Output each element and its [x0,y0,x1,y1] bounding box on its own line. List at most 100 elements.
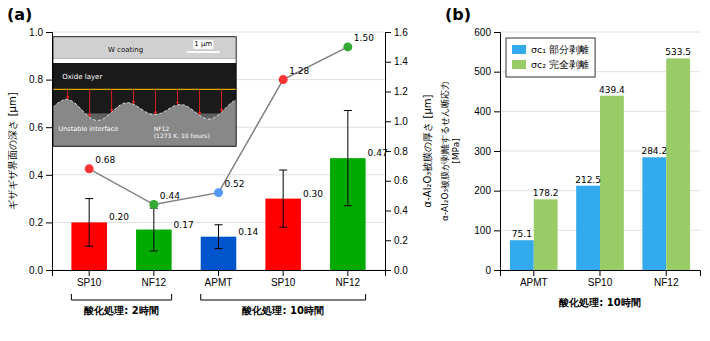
tick-mark [385,62,391,63]
tick-label: 1.6 [394,27,408,38]
tick-label: 1.2 [394,86,408,97]
data-label: 0.68 [95,155,115,165]
grid [500,32,700,270]
inset-layer [53,63,236,113]
tick-mark [46,127,52,128]
tick-mark [385,181,391,182]
tick-label: NF12 [336,277,361,288]
inset-interface [53,99,236,146]
tick-mark [385,121,391,122]
tick-label: 500 [474,66,491,77]
bar [666,58,690,270]
tick-label: 200 [474,185,491,196]
data-label: 0.30 [303,189,323,199]
tick: 0.4 [385,205,408,216]
plot-area [510,58,690,270]
inset-frame [53,37,236,146]
tick-label: APMT [205,277,233,288]
tick-mark [494,72,500,73]
tick-label: APMT [520,277,548,288]
marker [149,200,158,209]
tick-mark [218,270,219,276]
data-label: 178.2 [533,188,559,198]
marker [214,188,223,197]
chart: 0.200.170.140.300.470.680.440.521.281.50… [0,0,710,341]
axis-line [494,33,501,271]
grid-line [500,32,700,33]
tick-mark [385,151,391,152]
tick-mark [89,270,90,276]
tick-mark [533,270,534,276]
tick: 0.6 [385,175,408,186]
tick: 400 [474,106,500,117]
group-bracket [201,294,366,300]
tick-label: 1.0 [29,27,43,38]
tick: NF12 [142,270,167,288]
tick-label: 0.4 [394,205,408,216]
inset-arrow [155,89,156,114]
x-axis: APMTSP10NF12 [501,270,701,288]
tick-label: NF12 [654,277,679,288]
tick-label: 0.8 [394,146,408,157]
annotation: Oxide layer [62,73,102,81]
inset-interface-line [53,99,236,120]
marker [343,42,352,51]
x-axis-title: 酸化処理: 10時間 [559,297,640,308]
inset: W coatingOxide layerUnstable interfaceNF… [53,37,236,146]
legend-entry: σc₁ 部分剥離 [512,44,589,55]
y-axis-title: α-Al₂O₃被膜が剥離するせん断応力[MPa] [440,81,461,221]
tick-mark [46,80,52,81]
data-label: 0.44 [160,191,180,201]
tick-mark [385,240,391,241]
data-label: 0.47 [368,148,388,158]
tick-label: 0.8 [29,74,43,85]
legend-swatch [512,60,526,69]
data-label: 284.2 [641,146,667,156]
tick-mark [385,92,391,93]
y-axis-title: ギザギザ界面の深さ [μm] [7,92,18,209]
tick-mark [46,222,52,223]
inset-arrow [133,89,134,103]
tick: 1.4 [385,56,408,67]
tick: NF12 [654,270,679,288]
grid-line [52,32,385,33]
tick-label: 1.0 [394,116,408,127]
tick: SP10 [77,270,102,288]
inset-arrow [67,89,68,99]
tick: 300 [474,146,500,157]
tick-mark [46,32,52,33]
inset-arrow [111,89,112,111]
inset-layer [53,37,236,59]
tick-label: 0.4 [29,170,43,181]
marker [85,164,94,173]
tick: 1.0 [385,116,408,127]
bar [600,96,624,270]
tick-label: 400 [474,106,491,117]
error-bar [150,208,158,251]
tick-mark [666,270,667,276]
tick-mark [494,151,500,152]
tick-label: 0.2 [29,217,43,228]
axis-line [46,33,53,271]
tick: 1.2 [385,86,408,97]
tick-mark [385,211,391,212]
tick: 0.0 [385,265,408,276]
tick-mark [494,191,500,192]
tick-label: 300 [474,146,491,157]
tick-label: SP10 [77,277,102,288]
y-axis: 0.00.20.40.60.81.0 [29,27,52,276]
tick-mark [385,32,391,33]
tick: 500 [474,66,500,77]
tick: APMT [520,270,548,288]
tick-mark [494,32,500,33]
data-label: 1.50 [354,33,374,43]
title: (b) [445,5,471,24]
inset-arrow [89,89,90,117]
tick: NF12 [336,270,361,288]
bar [534,199,558,270]
legend-label: σc₂ 完全剥離 [531,59,589,70]
bar [576,186,600,270]
tick-label: 100 [474,225,491,236]
tick-label: 1.4 [394,56,408,67]
axis-line [53,271,386,277]
